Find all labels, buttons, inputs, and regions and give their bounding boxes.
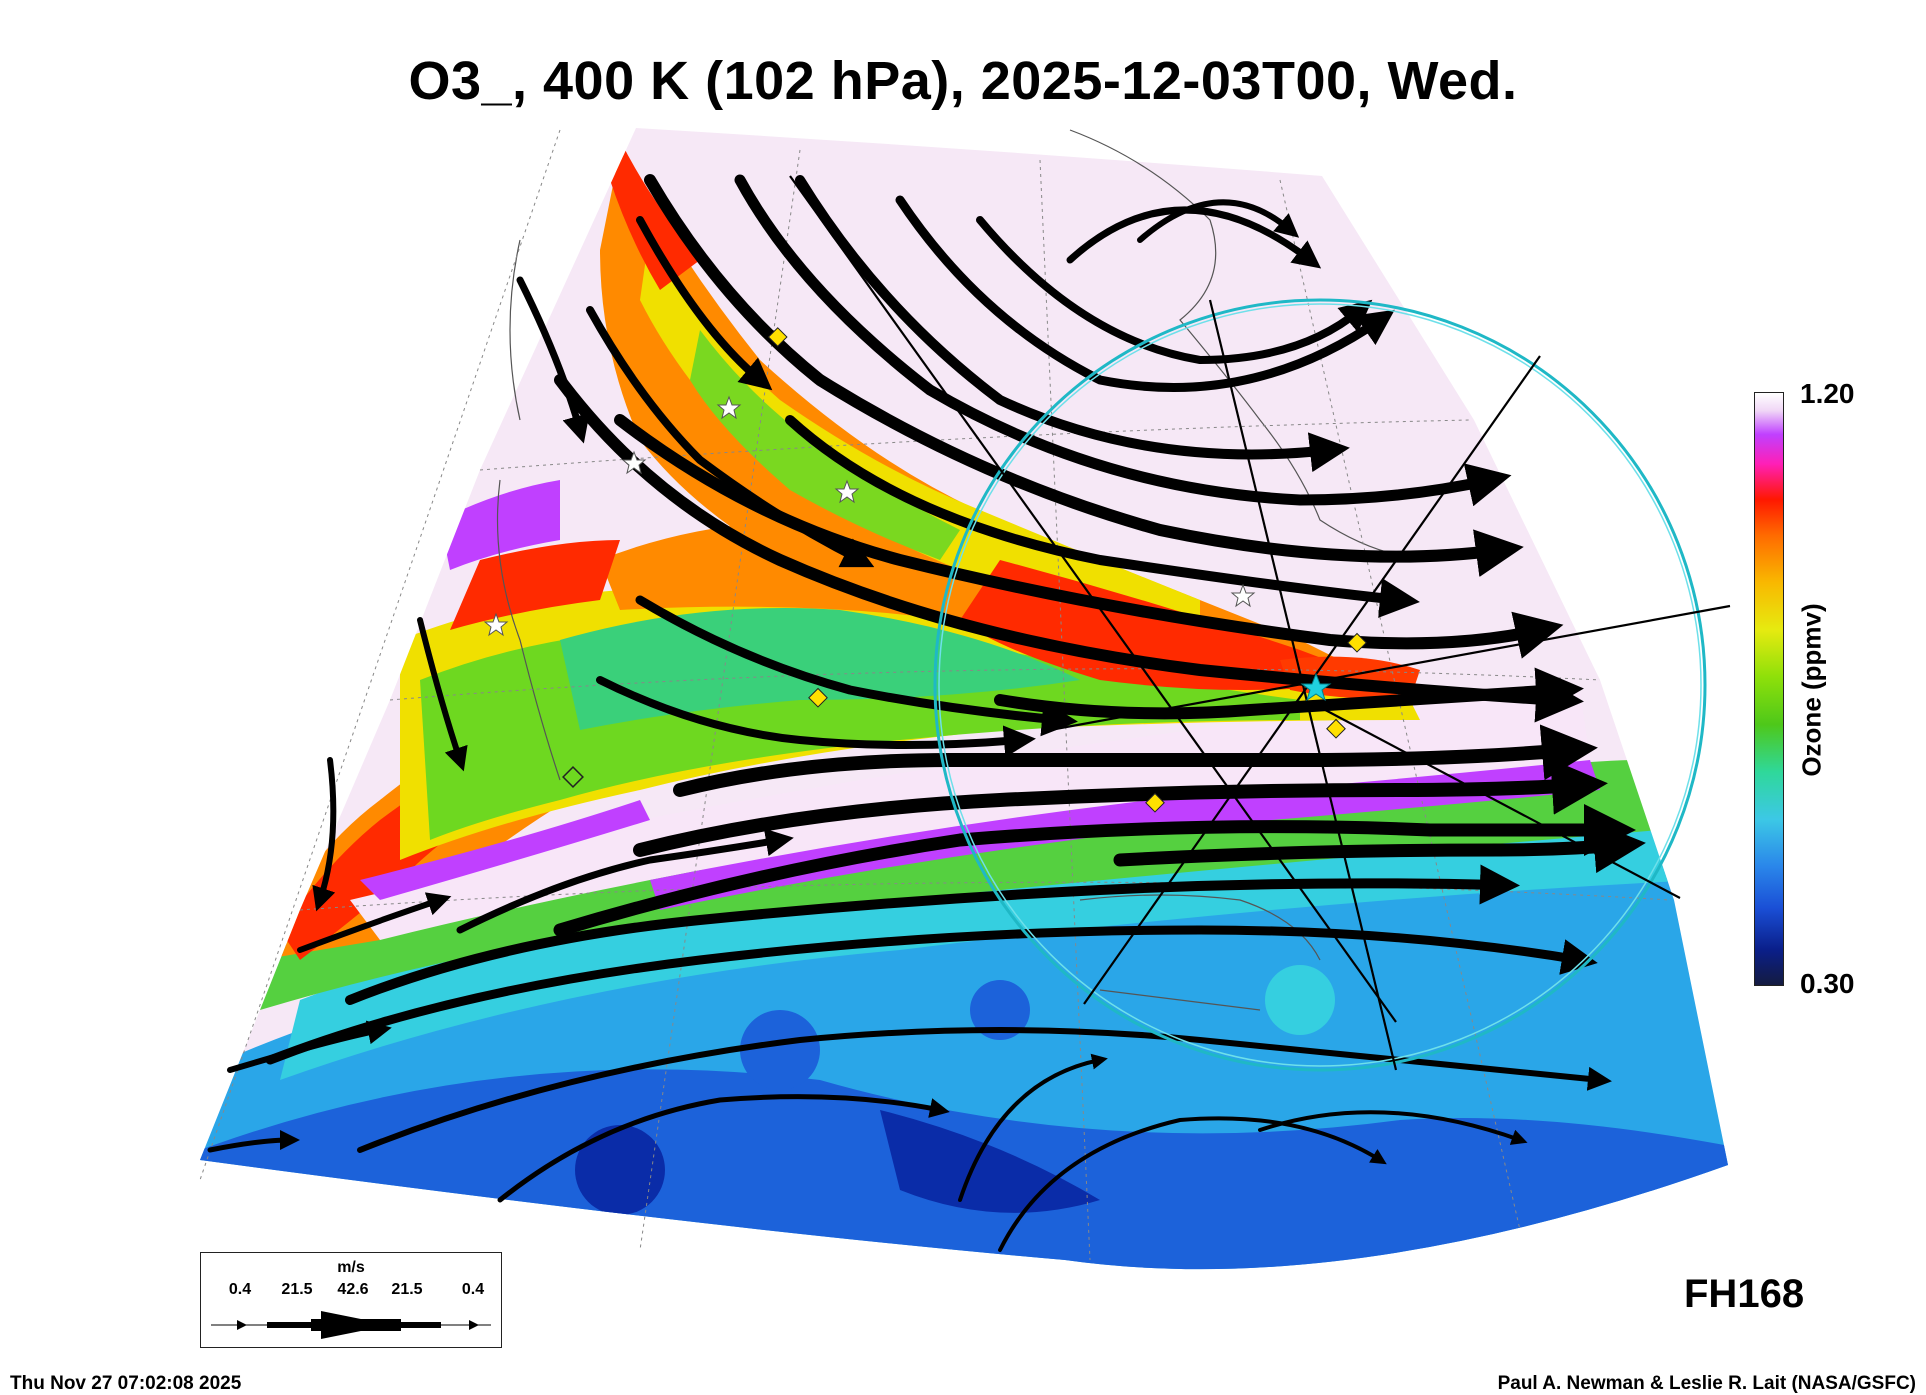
colorbar-title: Ozone (ppmv) <box>1796 603 1827 777</box>
star-markers <box>483 395 1256 637</box>
credit-line: Paul A. Newman & Leslie R. Lait (NASA/GS… <box>1497 1373 1916 1394</box>
ozone-colorbar <box>1754 392 1784 986</box>
wind-legend: m/s 0.4 21.5 42.6 21.5 0.4 <box>200 1252 502 1348</box>
map-title: O3_, 400 K (102 hPa), 2025-12-03T00, Wed… <box>408 51 1518 111</box>
forecast-hour: FH168 <box>1684 1272 1805 1316</box>
site-marker-hollow <box>562 766 584 788</box>
colorbar-min-label: 0.30 <box>1800 968 1855 999</box>
region-circle <box>933 298 1707 1072</box>
wind-legend-value: 21.5 <box>391 1281 423 1298</box>
wind-streamlines <box>207 174 1646 1252</box>
wind-legend-unit: m/s <box>337 1259 365 1276</box>
wind-legend-value: 0.4 <box>461 1281 485 1298</box>
wind-legend-value: 0.4 <box>228 1281 252 1298</box>
colorbar-max-label: 1.20 <box>1800 378 1855 409</box>
generation-timestamp: Thu Nov 27 07:02:08 2025 <box>10 1373 242 1394</box>
focus-star <box>1300 672 1332 702</box>
graticule <box>199 129 1671 1261</box>
site-markers <box>767 327 1367 813</box>
wind-legend-value: 21.5 <box>281 1281 313 1298</box>
wind-legend-arrow <box>211 1311 491 1339</box>
coastlines <box>496 129 1441 1011</box>
wind-legend-value: 42.6 <box>337 1281 369 1298</box>
